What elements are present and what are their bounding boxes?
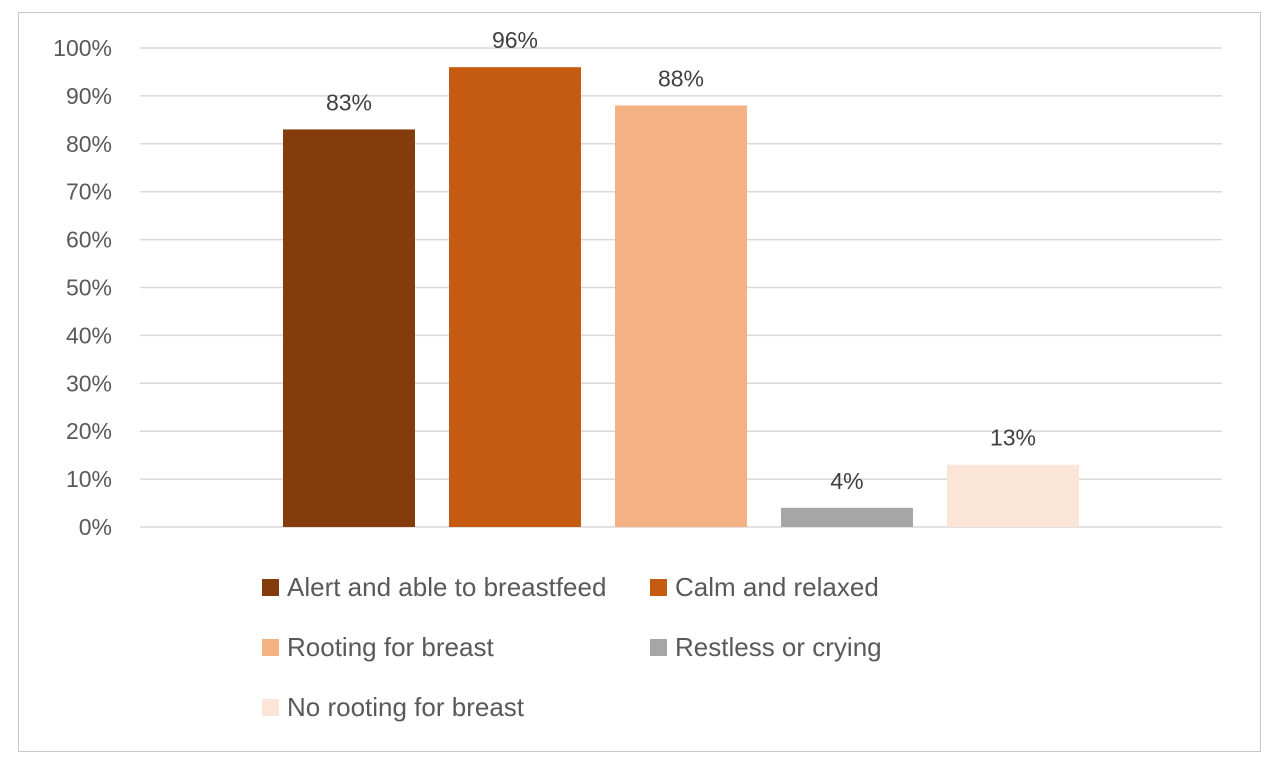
y-tick-label: 40% bbox=[66, 322, 112, 348]
legend-item-rooting: Rooting for breast bbox=[262, 632, 494, 663]
y-tick-label: 70% bbox=[66, 179, 112, 205]
legend-swatch bbox=[262, 639, 279, 656]
bar-2 bbox=[449, 67, 581, 527]
legend-swatch bbox=[650, 579, 667, 596]
bars bbox=[283, 67, 1079, 527]
legend-item-alert: Alert and able to breastfeed bbox=[262, 572, 606, 603]
data-label-4: 4% bbox=[830, 468, 863, 494]
legend-label: Alert and able to breastfeed bbox=[287, 572, 607, 602]
legend-swatch bbox=[262, 579, 279, 596]
y-axis-ticks: 0% 10% 20% 30% 40% 50% 60% 70% 80% 90% 100% bbox=[53, 35, 112, 540]
y-tick-label: 60% bbox=[66, 227, 112, 253]
data-label-3: 88% bbox=[658, 65, 704, 91]
bar-1 bbox=[283, 129, 415, 527]
legend-label: Rooting for breast bbox=[287, 632, 494, 662]
y-tick-label: 80% bbox=[66, 131, 112, 157]
legend-item-calm: Calm and relaxed bbox=[650, 572, 879, 603]
y-tick-label: 20% bbox=[66, 418, 112, 444]
y-tick-label: 10% bbox=[66, 466, 112, 492]
y-tick-label: 30% bbox=[66, 370, 112, 396]
bar-5 bbox=[947, 464, 1079, 527]
data-label-1: 83% bbox=[326, 89, 372, 115]
data-label-5: 13% bbox=[990, 425, 1036, 451]
y-tick-label: 90% bbox=[66, 83, 112, 109]
y-tick-label: 0% bbox=[79, 514, 112, 540]
y-tick-label: 50% bbox=[66, 275, 112, 301]
bar-4 bbox=[781, 507, 913, 527]
legend-item-no-rooting: No rooting for breast bbox=[262, 692, 524, 723]
legend-item-restless: Restless or crying bbox=[650, 632, 882, 663]
legend-label: Calm and relaxed bbox=[675, 572, 879, 602]
data-labels: 83% 96% 88% 4% 13% bbox=[326, 27, 1036, 494]
legend-label: Restless or crying bbox=[675, 632, 882, 662]
legend-swatch bbox=[650, 639, 667, 656]
bar-3 bbox=[615, 105, 747, 527]
y-tick-label: 100% bbox=[53, 35, 112, 61]
legend-swatch bbox=[262, 699, 279, 716]
data-label-2: 96% bbox=[492, 27, 538, 53]
legend-label: No rooting for breast bbox=[287, 692, 525, 722]
